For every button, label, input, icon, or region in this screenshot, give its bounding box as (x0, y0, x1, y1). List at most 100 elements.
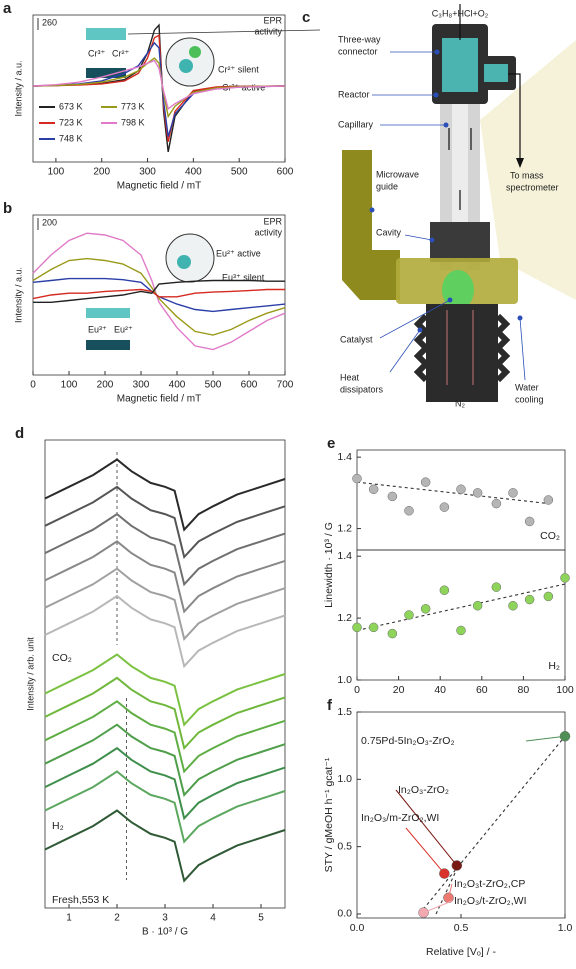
point (420, 477, 431, 487)
annotation: Cr³⁺ (88, 48, 105, 58)
x-tick-label: 500 (205, 380, 222, 391)
series-line (44, 512, 286, 587)
leader (127, 29, 321, 35)
point (456, 484, 466, 495)
x-tick-label: 0 (30, 380, 36, 391)
annotation: EPR (263, 216, 282, 226)
legend-label: 798 K (121, 117, 145, 127)
legend-label: 723 K (59, 117, 83, 127)
y-tick-label: 0.0 (337, 908, 352, 920)
point (524, 516, 535, 527)
light-beam (480, 40, 576, 300)
label: connector (338, 46, 378, 56)
leader (395, 789, 458, 866)
annotation: EPR (263, 15, 282, 25)
annotation: Eu³⁺ silent (222, 272, 265, 282)
series-line (44, 676, 286, 751)
atom (177, 255, 191, 269)
reactor-diagram (342, 4, 576, 402)
x-tick-label: 4 (210, 913, 216, 924)
y-axis-label: Intensity / a.u. (13, 60, 23, 116)
point (543, 495, 554, 505)
series-line (44, 458, 286, 532)
annotation: Fresh,553 K (52, 894, 109, 906)
x-tick-label: 100 (61, 380, 78, 391)
annotation: Eu²⁺ active (216, 248, 261, 258)
y-tick-label: 1.2 (337, 612, 352, 624)
heat-dissipator (426, 304, 498, 402)
annotation: Cr²⁺ silent (218, 64, 259, 74)
x-tick-label: 20 (393, 684, 405, 696)
y-tick-label: 0.5 (337, 840, 352, 852)
x-tick-label: 80 (518, 684, 530, 696)
scale-bar-label: 200 (42, 217, 57, 227)
point (524, 594, 535, 605)
point (491, 498, 502, 509)
series-line (44, 485, 286, 560)
label: guide (376, 181, 398, 191)
point (387, 491, 398, 502)
x-axis-label: Relative [Vₒ] / - (426, 946, 496, 958)
label: To mass (510, 170, 544, 180)
x-tick-label: 1 (66, 913, 72, 924)
panel-label: e (327, 435, 335, 452)
x-tick-label: 0.5 (454, 922, 469, 934)
point (508, 600, 518, 611)
label: dissipators (340, 384, 384, 394)
inset-bar (86, 308, 130, 318)
x-tick-label: 500 (231, 167, 248, 178)
x-tick-label: 100 (48, 167, 65, 178)
point (560, 573, 570, 583)
series-line (44, 746, 286, 821)
x-axis-label: B · 10³ / G (142, 927, 188, 938)
panel-label: b (3, 200, 12, 217)
y-axis-label: STY / gMeOH h⁻¹ gcat⁻¹ (323, 757, 335, 872)
x-tick-label: 400 (185, 167, 202, 178)
label: spectrometer (506, 182, 559, 192)
x-axis-label: Magnetic field / mT (117, 394, 201, 405)
label: cooling (515, 394, 544, 404)
panel-label: f (327, 697, 333, 714)
x-tick-label: 600 (277, 167, 294, 178)
series-line (44, 700, 286, 774)
point-label: In₂O₃/m-ZrO₂,WI (361, 812, 439, 824)
y-tick-label: 1.4 (337, 451, 352, 463)
inset-bar (86, 68, 126, 78)
point (543, 591, 554, 602)
fins (413, 313, 511, 383)
annotation: H₂ (52, 820, 64, 832)
series-line (32, 34, 286, 142)
x-tick-label: 200 (97, 380, 114, 391)
atom (189, 46, 201, 58)
y-tick-label: 1.2 (337, 522, 352, 534)
series-line (32, 59, 286, 110)
label: C₃H₈+HCl+O₂ (432, 8, 489, 18)
point (420, 604, 431, 614)
point (404, 505, 414, 516)
label: Catalyst (340, 334, 373, 344)
label-lines (372, 51, 526, 381)
panel-label: a (3, 0, 12, 17)
x-tick-label: 2 (114, 913, 120, 924)
point (472, 488, 483, 498)
panel-label: d (15, 425, 24, 442)
legend-label: 748 K (59, 133, 83, 143)
series-line (32, 57, 286, 119)
x-tick-label: 300 (139, 167, 156, 178)
annotation: Eu²⁺ (114, 324, 133, 334)
label: Microwave (376, 169, 419, 179)
connector-arm-core (484, 64, 508, 82)
legend-label: 773 K (121, 101, 145, 111)
point (404, 610, 414, 620)
y-axis-label: Linewidth · 10³ / G (323, 522, 335, 608)
x-tick-label: 3 (162, 913, 168, 924)
x-tick-label: 300 (133, 380, 150, 391)
label: Water (515, 382, 539, 392)
point-label: In₂O₃/t-ZrO₂,WI (454, 895, 527, 907)
atom (179, 59, 193, 73)
series-line (32, 232, 286, 351)
point (368, 622, 379, 633)
label: Capillary (338, 119, 374, 129)
series-line (44, 594, 286, 669)
annotation: CO₂ (540, 530, 560, 542)
